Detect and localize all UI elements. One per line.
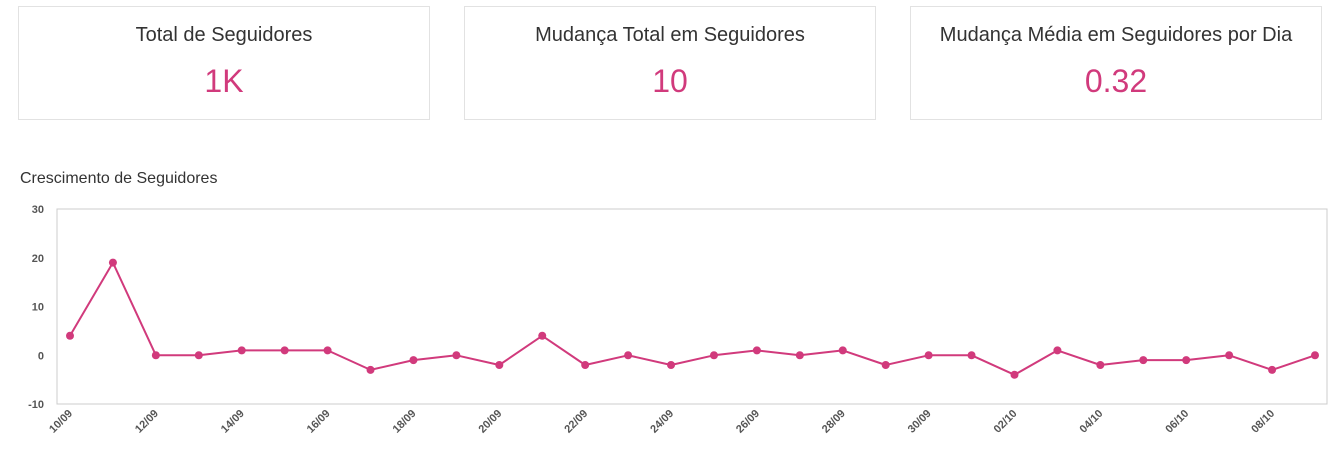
data-point	[1053, 346, 1062, 355]
card-title: Mudança Média em Seguidores por Dia	[939, 24, 1293, 46]
data-point	[1268, 365, 1277, 374]
data-point	[967, 351, 976, 360]
data-point	[237, 346, 246, 355]
x-tick-label: 04/10	[1078, 408, 1106, 436]
data-point	[795, 351, 804, 360]
data-point	[108, 258, 117, 267]
data-point	[881, 361, 890, 369]
data-point	[1225, 351, 1234, 360]
x-tick-label: 22/09	[562, 408, 590, 436]
card-title: Total de Seguidores	[135, 24, 313, 46]
x-tick-label: 24/09	[648, 408, 676, 436]
x-tick-label: 20/09	[476, 408, 504, 436]
data-point	[1010, 370, 1019, 379]
x-tick-label: 10/09	[47, 408, 75, 436]
x-tick-label: 18/09	[391, 408, 419, 436]
y-tick-label: 0	[38, 350, 44, 362]
x-tick-label: 28/09	[820, 408, 848, 436]
card-value: 10	[652, 63, 688, 99]
y-tick-label: 20	[32, 253, 44, 265]
y-tick-label: 30	[32, 204, 44, 216]
data-point	[280, 346, 289, 355]
x-tick-label: 30/09	[906, 408, 934, 436]
data-point	[452, 351, 461, 360]
data-point	[409, 356, 418, 365]
data-point	[151, 351, 160, 360]
total-followers-card: Total de Seguidores 1K	[18, 6, 430, 120]
card-value: 0.32	[1084, 63, 1148, 99]
data-point	[495, 361, 504, 369]
data-point	[624, 351, 633, 360]
data-point	[581, 361, 590, 369]
data-point	[1182, 356, 1191, 365]
data-point	[194, 351, 203, 360]
x-tick-label: 12/09	[133, 408, 161, 436]
data-point	[1139, 356, 1148, 365]
y-tick-label: 10	[32, 302, 44, 314]
x-tick-label: 02/10	[992, 408, 1020, 436]
data-point	[66, 331, 74, 340]
data-point	[323, 346, 332, 355]
total-change-card: Mudança Total em Seguidores 10	[464, 6, 876, 120]
card-title: Mudança Total em Seguidores	[535, 24, 805, 46]
x-tick-label: 26/09	[734, 408, 762, 436]
data-point	[924, 351, 933, 360]
data-point	[838, 346, 847, 355]
x-tick-label: 08/10	[1249, 408, 1277, 436]
data-point	[1311, 351, 1319, 360]
card-value: 1K	[204, 63, 244, 99]
x-tick-label: 14/09	[219, 408, 247, 436]
average-change-card: Mudança Média em Seguidores por Dia 0.32	[910, 6, 1322, 120]
chart-title: Crescimento de Seguidores	[20, 170, 218, 187]
data-point	[752, 346, 761, 355]
series-line	[69, 261, 1316, 376]
data-point	[538, 331, 547, 340]
x-tick-label: 16/09	[305, 408, 333, 436]
plot-frame	[56, 208, 1328, 405]
data-point	[709, 351, 718, 360]
data-point	[667, 361, 676, 369]
data-point	[1096, 361, 1105, 369]
data-point	[366, 365, 375, 374]
x-tick-label: 06/10	[1163, 408, 1191, 436]
y-tick-label: -10	[28, 399, 44, 411]
